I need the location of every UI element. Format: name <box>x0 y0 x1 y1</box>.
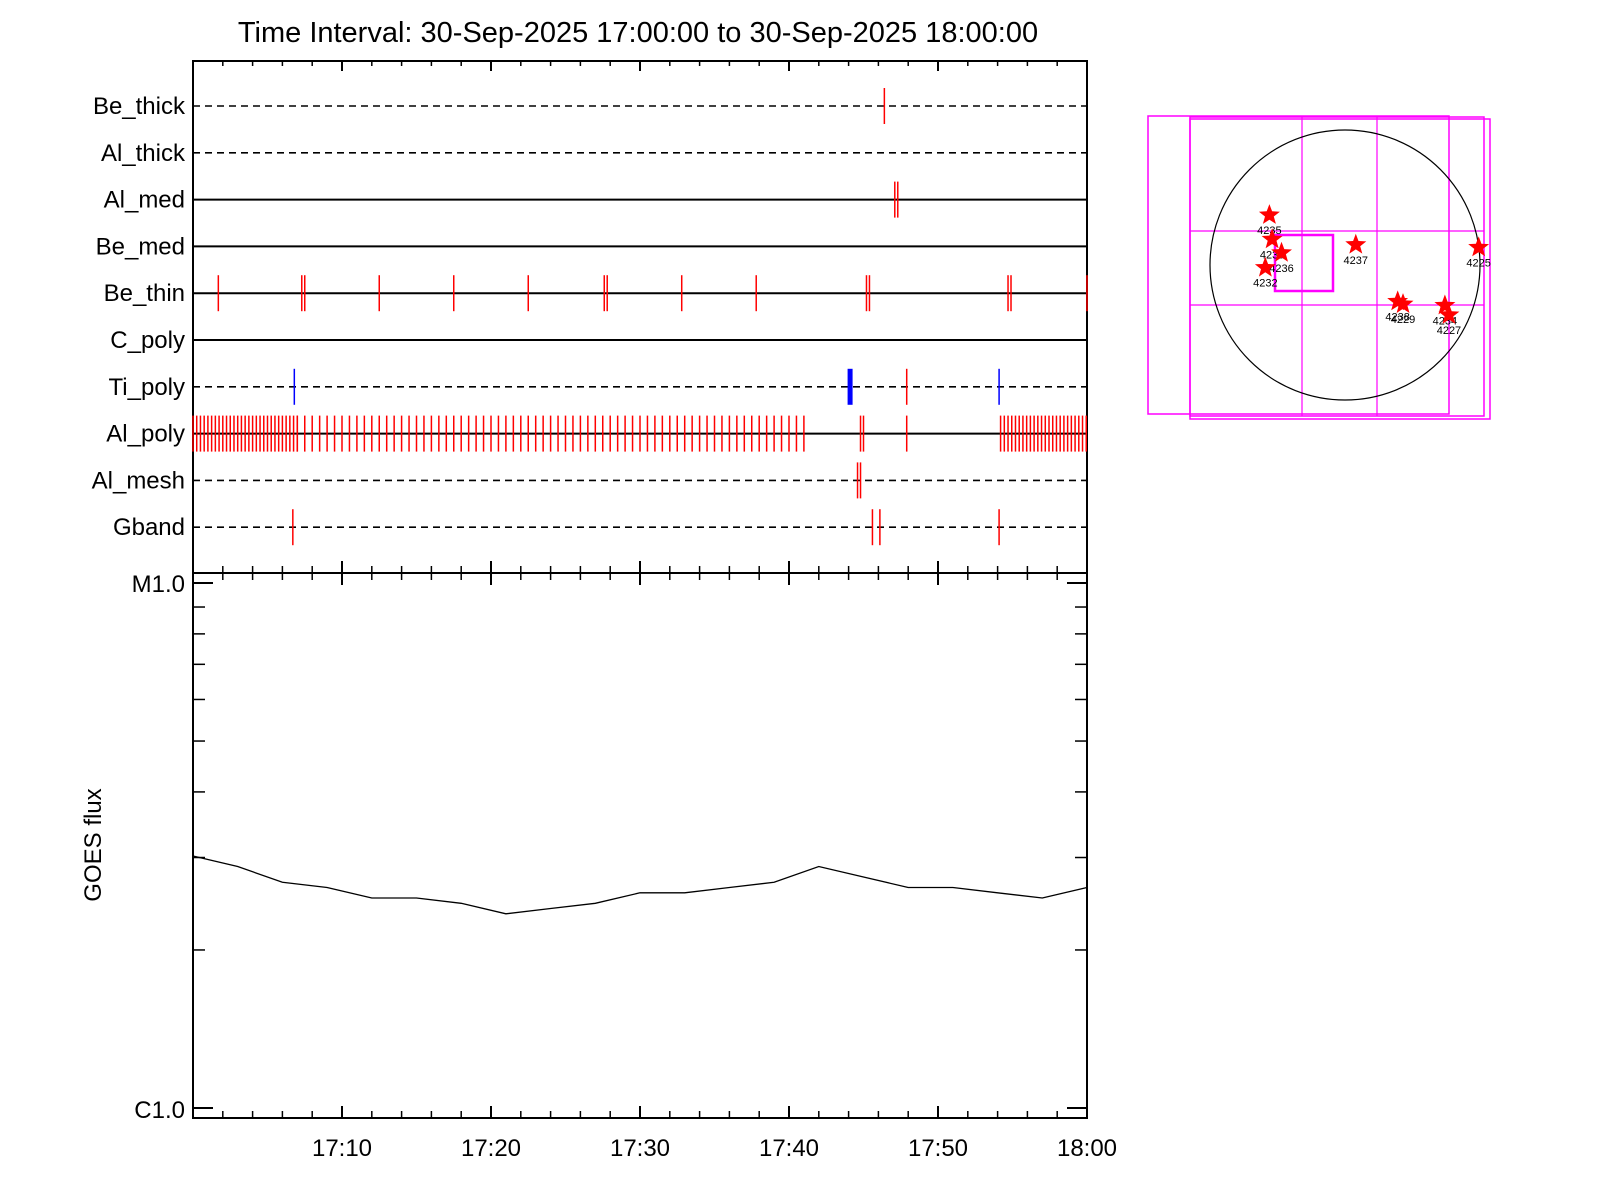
fov-box-outer <box>1147 115 1450 415</box>
timeline-ticks <box>192 61 1088 585</box>
x-tick-label: 17:10 <box>312 1135 372 1162</box>
active-regions: 4235423942364232423742254238422942344227 <box>1253 204 1491 337</box>
y-tick-label-top: M1.0 <box>132 571 185 598</box>
active-region-marker <box>1392 293 1414 313</box>
active-region-label: 4232 <box>1253 278 1277 290</box>
active-region-marker <box>1434 294 1456 315</box>
y-tick-label-bottom: C1.0 <box>134 1097 185 1124</box>
active-region-label: 4237 <box>1344 255 1368 267</box>
active-region-label: 4238 <box>1385 311 1409 323</box>
active-region-label: 4236 <box>1269 263 1293 275</box>
channel-label: Al_poly <box>106 421 185 448</box>
solar-disk <box>1209 129 1481 401</box>
x-tick-label: 17:20 <box>461 1135 521 1162</box>
active-region-marker <box>1254 256 1276 277</box>
fov-box-wide <box>1189 116 1485 417</box>
fov-box-small <box>1273 233 1335 293</box>
active-region-label: 4227 <box>1437 325 1461 337</box>
active-region-label: 4225 <box>1466 257 1490 269</box>
solar-disk-map: 4235423942364232423742254238422942344227 <box>1147 115 1491 420</box>
x-tick-label: 17:40 <box>759 1135 819 1162</box>
channel-label: Al_med <box>104 187 185 214</box>
channel-events <box>192 88 1088 546</box>
x-tick-labels: 17:10 17:20 17:30 17:40 17:50 18:00 <box>312 1135 1117 1162</box>
active-region-marker <box>1468 236 1490 257</box>
channel-labels: Be_thick Al_thick Al_med Be_med Be_thin C_pol… <box>92 93 186 541</box>
active-region-marker <box>1261 228 1283 249</box>
y-axis-label: GOES flux <box>80 788 107 901</box>
channel-baselines <box>193 105 1087 529</box>
active-region-marker <box>1438 303 1460 324</box>
x-tick-label: 17:50 <box>908 1135 968 1162</box>
active-region-label: 4235 <box>1257 225 1281 237</box>
flux-ticks <box>192 582 1088 1118</box>
x-tick-label: 18:00 <box>1057 1135 1117 1162</box>
channel-label: Be_med <box>96 233 185 260</box>
channel-label: Ti_poly <box>109 374 185 401</box>
active-region-marker <box>1258 204 1280 224</box>
channel-label: Be_thick <box>93 93 186 120</box>
active-region-label: 4229 <box>1391 314 1415 326</box>
channel-label: Al_mesh <box>92 467 185 494</box>
plot-title: Time Interval: 30-Sep-2025 17:00:00 to 3… <box>238 17 1038 49</box>
goes-flux-panel: M1.0 C1.0 GOES flux 17:10 17:20 17:30 17:40… <box>80 571 1117 1162</box>
x-tick-label: 17:30 <box>610 1135 670 1162</box>
channel-label: Al_thick <box>101 140 186 167</box>
fov-box-main <box>1189 118 1491 420</box>
flux-frame <box>192 572 1088 1119</box>
channel-label: C_poly <box>110 327 185 354</box>
goes-flux-line <box>192 855 1088 915</box>
active-region-marker <box>1387 290 1409 311</box>
channel-timeline-panel: Be_thick Al_thick Al_med Be_med Be_thin C_pol… <box>92 60 1088 585</box>
active-region-marker <box>1345 233 1367 254</box>
active-region-marker <box>1271 241 1292 262</box>
channel-label: Gband <box>113 514 185 541</box>
timeline-frame <box>192 60 1088 574</box>
channel-label: Be_thin <box>104 280 185 307</box>
